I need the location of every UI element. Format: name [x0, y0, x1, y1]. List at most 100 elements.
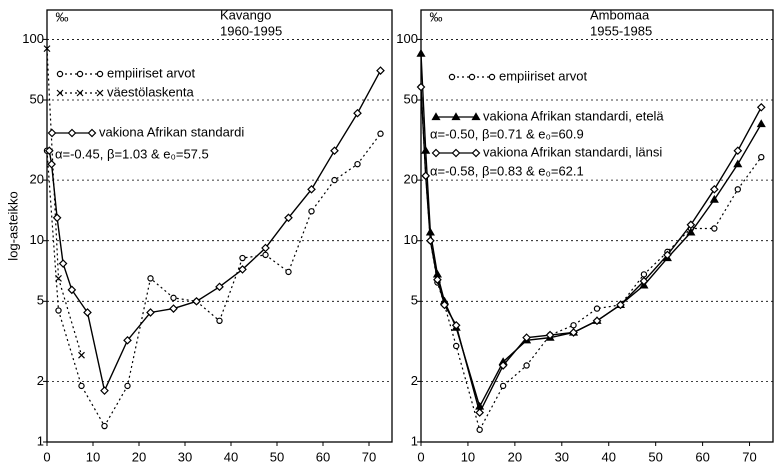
- point: [451, 320, 461, 330]
- legend-label: vakiona Afrikan standardi: [99, 124, 244, 139]
- point: [475, 408, 485, 417]
- point: [476, 426, 483, 433]
- point: [545, 330, 555, 340]
- legend-label: empiiriset arvot: [499, 68, 588, 83]
- x-tick-label: 50: [270, 449, 284, 464]
- y-tick-label: 20: [404, 172, 418, 187]
- series-line: [46, 133, 381, 428]
- point: [354, 160, 361, 168]
- point: [421, 146, 431, 154]
- unit-label: ‰: [430, 9, 443, 24]
- y-tick-label: 10: [404, 232, 418, 247]
- x-tick-label: 50: [648, 449, 662, 464]
- point: [523, 362, 530, 369]
- point: [330, 146, 339, 156]
- chart-title: Kavango: [220, 7, 271, 22]
- y-tick-label: 5: [411, 293, 418, 308]
- legend-marker: [76, 89, 84, 97]
- point: [55, 307, 62, 314]
- point: [262, 251, 269, 259]
- point: [733, 146, 743, 156]
- point: [756, 102, 766, 112]
- y-tick-label: 50: [30, 91, 44, 106]
- point: [58, 259, 68, 268]
- y-tick-label: 2: [411, 373, 418, 388]
- point: [216, 317, 223, 325]
- y-tick-label: 5: [37, 293, 44, 308]
- point: [44, 146, 54, 156]
- y-tick-label: 50: [404, 91, 418, 106]
- x-tick-label: 40: [601, 449, 615, 464]
- legend-marker: [56, 89, 64, 97]
- plot-frame: [46, 9, 393, 443]
- x-tick-label: 10: [461, 449, 475, 464]
- point: [709, 184, 719, 194]
- legend-marker: [471, 148, 481, 158]
- x-tick-label: 20: [132, 449, 146, 464]
- point: [123, 335, 132, 345]
- point: [238, 265, 247, 274]
- point: [522, 333, 531, 342]
- point: [426, 236, 435, 246]
- legend-label: vakiona Afrikan standardi, etelä: [483, 108, 664, 123]
- x-tick-label: 70: [742, 449, 756, 464]
- x-tick-label: 20: [508, 449, 522, 464]
- point: [170, 294, 177, 302]
- point: [284, 213, 293, 223]
- point: [733, 159, 743, 168]
- legend-marker: [471, 112, 481, 121]
- legend-marker: [67, 128, 77, 138]
- series-line: [48, 70, 382, 393]
- unit-label: ‰: [56, 9, 69, 24]
- point: [499, 382, 507, 390]
- legend-marker: [431, 112, 441, 121]
- y-tick-label: 20: [30, 172, 44, 187]
- plot-frame: [420, 9, 774, 443]
- legend-marker: [56, 70, 64, 78]
- point: [55, 274, 62, 282]
- point: [83, 308, 92, 317]
- legend-marker: [468, 73, 476, 81]
- point: [734, 186, 742, 193]
- point: [498, 361, 508, 370]
- point: [67, 285, 77, 295]
- point: [686, 227, 696, 236]
- annotation: α=-0.58, β=0.83 & e₀=62.1: [430, 163, 584, 178]
- legend-marker: [451, 112, 461, 121]
- legend-marker: [47, 128, 57, 138]
- point: [376, 66, 385, 75]
- chart-subtitle: 1955-1985: [590, 23, 652, 38]
- legend-marker: [451, 148, 461, 158]
- legend-label: empiiriset arvot: [107, 65, 196, 80]
- chart-subtitle: 1960-1995: [220, 23, 282, 38]
- legend-marker: [96, 89, 104, 97]
- legend-label: vakiona Afrikan standardi, länsi: [483, 144, 662, 159]
- y-tick-label: 100: [22, 31, 44, 46]
- point: [78, 382, 85, 390]
- point: [416, 82, 426, 92]
- point: [616, 300, 625, 310]
- point: [756, 119, 766, 128]
- point: [569, 328, 578, 337]
- legend-label: väestölaskenta: [107, 84, 194, 99]
- annotation: α=-0.50, β=0.71 & e₀=60.9: [430, 126, 584, 141]
- y-tick-label: 2: [37, 373, 44, 388]
- point: [192, 296, 201, 306]
- point: [100, 386, 109, 395]
- point: [331, 176, 338, 184]
- series-line: [420, 53, 762, 409]
- point: [307, 184, 316, 194]
- point: [43, 45, 51, 53]
- y-tick-label: 1: [411, 433, 418, 448]
- point: [169, 304, 178, 313]
- y-tick-label: 100: [396, 31, 418, 46]
- point: [78, 351, 85, 359]
- legend-marker: [87, 128, 97, 138]
- point: [453, 342, 460, 350]
- x-tick-label: 40: [224, 449, 238, 464]
- x-tick-label: 0: [43, 449, 50, 464]
- point: [377, 130, 384, 137]
- x-tick-label: 30: [555, 449, 569, 464]
- y-axis-label: log-asteikko: [5, 191, 20, 260]
- point: [215, 282, 224, 292]
